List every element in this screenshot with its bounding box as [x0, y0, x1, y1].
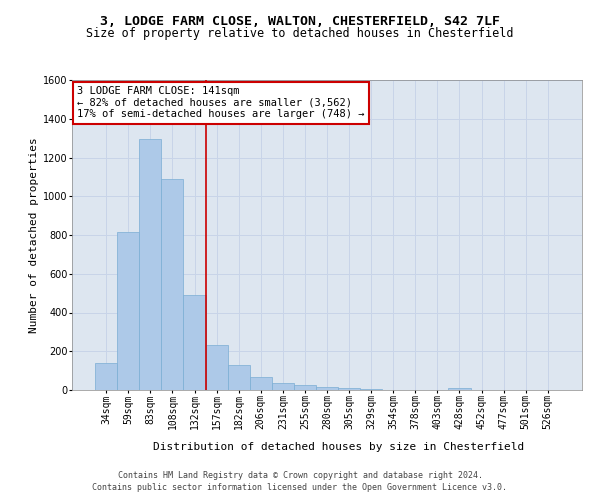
Bar: [161, 179, 184, 390]
Text: Size of property relative to detached houses in Chesterfield: Size of property relative to detached ho…: [86, 28, 514, 40]
Bar: [250, 377, 272, 390]
Bar: [139, 139, 161, 390]
Bar: [206, 346, 227, 390]
Bar: [294, 385, 316, 390]
Bar: [227, 365, 250, 390]
Bar: [338, 388, 360, 390]
Bar: [360, 389, 382, 390]
Text: Contains HM Land Registry data © Crown copyright and database right 2024.: Contains HM Land Registry data © Crown c…: [118, 471, 482, 480]
Y-axis label: Number of detached properties: Number of detached properties: [29, 137, 39, 333]
Bar: [448, 388, 470, 390]
Bar: [95, 363, 117, 390]
Bar: [272, 382, 294, 390]
Text: Distribution of detached houses by size in Chesterfield: Distribution of detached houses by size …: [154, 442, 524, 452]
Text: 3 LODGE FARM CLOSE: 141sqm
← 82% of detached houses are smaller (3,562)
17% of s: 3 LODGE FARM CLOSE: 141sqm ← 82% of deta…: [77, 86, 365, 120]
Bar: [117, 232, 139, 390]
Bar: [316, 388, 338, 390]
Bar: [184, 295, 206, 390]
Text: 3, LODGE FARM CLOSE, WALTON, CHESTERFIELD, S42 7LF: 3, LODGE FARM CLOSE, WALTON, CHESTERFIEL…: [100, 15, 500, 28]
Text: Contains public sector information licensed under the Open Government Licence v3: Contains public sector information licen…: [92, 484, 508, 492]
